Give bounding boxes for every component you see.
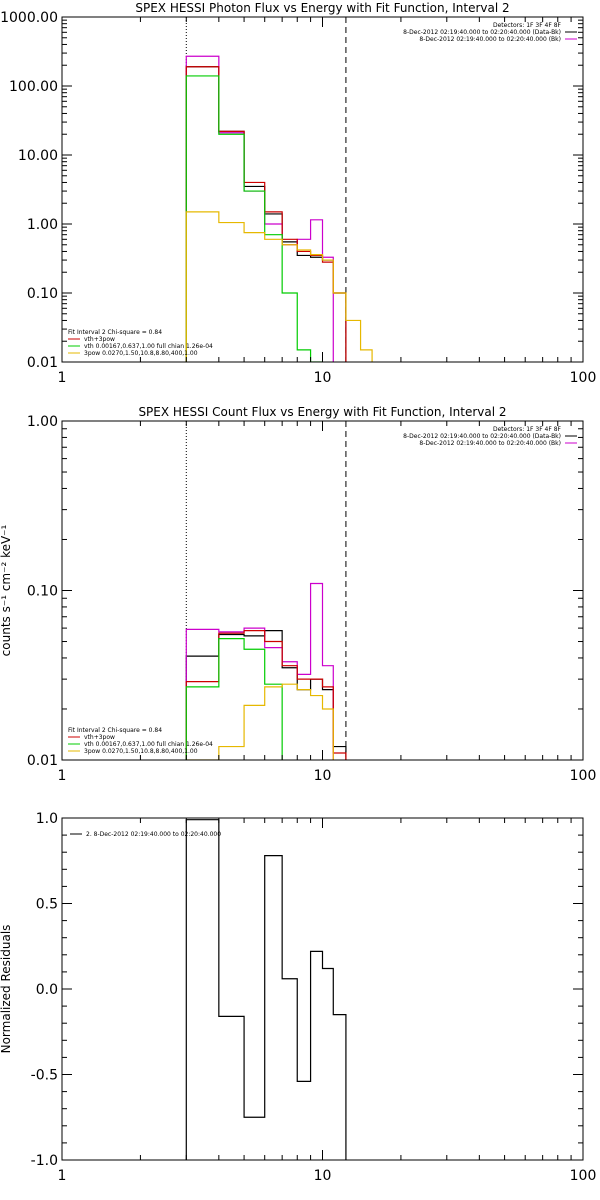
histogram-series-1 xyxy=(185,582,334,760)
y-tick-label: 0.10 xyxy=(27,584,58,600)
y-tick-label: 1.00 xyxy=(27,414,58,430)
x-tick-label: 10 xyxy=(314,370,332,386)
histogram-series-0 xyxy=(185,819,347,1160)
histogram-series-1 xyxy=(185,55,334,362)
legend-top-entry: 2. 8-Dec-2012 02:19:40.000 to 02:20:40.0… xyxy=(86,831,221,838)
legend-top-entry: 8-Dec-2012 02:19:40.000 to 02:20:40.000 … xyxy=(403,29,561,36)
x-tick-label: 10 xyxy=(314,1168,332,1184)
y-tick-label: 0.5 xyxy=(36,897,58,913)
x-tick-label: 1 xyxy=(58,768,67,784)
legend-top-entry: 8-Dec-2012 02:19:40.000 to 02:20:40.000 … xyxy=(419,440,561,447)
y-tick-label: 1000.00 xyxy=(0,10,58,26)
legend-bottom-entry: vth 0.00167,0.637,1.00 full chian 1.26e-… xyxy=(84,343,213,350)
legend-bottom-entry: 3pow 0.0270,1.50,10.8,8.80,400,1.00 xyxy=(84,350,198,357)
y-axis-label: Normalized Residuals xyxy=(0,925,13,1054)
x-tick-label: 10 xyxy=(314,768,332,784)
legend-bottom-entry: vth+3pow xyxy=(84,734,115,741)
y-tick-label: 1.0 xyxy=(36,811,58,827)
legend-bottom-entry: vth 0.00167,0.637,1.00 full chian 1.26e-… xyxy=(84,741,213,748)
y-tick-label: -1.0 xyxy=(31,1153,58,1169)
histogram-series-4 xyxy=(185,211,373,362)
legend-top-entry: Detectors: 1F 3F 4F 8F xyxy=(493,22,562,29)
y-tick-label: 0.01 xyxy=(27,355,58,371)
histogram-series-3 xyxy=(185,75,323,362)
x-tick-label: 100 xyxy=(570,370,597,386)
legend-top-entry: 8-Dec-2012 02:19:40.000 to 02:20:40.000 … xyxy=(403,433,561,440)
histogram-series-2 xyxy=(185,66,347,362)
y-tick-label: 100.00 xyxy=(9,79,58,95)
histogram-series-2 xyxy=(185,630,347,760)
plot-frame xyxy=(61,16,584,363)
y-tick-label: 0.01 xyxy=(27,753,58,769)
y-tick-label: -0.5 xyxy=(31,1068,58,1084)
legend-bottom-entry: Fit Interval 2 Chi-square = 0.84 xyxy=(68,329,162,336)
histogram-series-4 xyxy=(186,683,334,760)
y-tick-label: 0.0 xyxy=(36,982,58,998)
y-axis-label: counts s⁻¹ cm⁻² keV⁻¹ xyxy=(0,524,13,656)
histogram-series-0 xyxy=(185,66,347,362)
legend-bottom-entry: Fit Interval 2 Chi-square = 0.84 xyxy=(68,727,162,734)
legend-top-entry: Detectors: 1F 3F 4F 8F xyxy=(493,426,562,433)
histogram-series-3 xyxy=(185,638,283,760)
y-tick-label: 1.00 xyxy=(27,217,58,233)
x-tick-label: 1 xyxy=(58,1168,67,1184)
x-tick-label: 1 xyxy=(58,370,67,386)
chart-title: SPEX HESSI Count Flux vs Energy with Fit… xyxy=(138,405,506,419)
chart-title: SPEX HESSI Photon Flux vs Energy with Fi… xyxy=(135,1,509,15)
histogram-series-0 xyxy=(185,630,347,760)
legend-top-entry: 8-Dec-2012 02:19:40.000 to 02:20:40.000 … xyxy=(419,36,561,43)
x-tick-label: 100 xyxy=(570,1168,597,1184)
legend-bottom-entry: 3pow 0.0270,1.50,10.8,8.80,400,1.00 xyxy=(84,748,198,755)
x-tick-label: 100 xyxy=(570,768,597,784)
plot-frame xyxy=(61,817,584,1161)
y-tick-label: 0.10 xyxy=(27,286,58,302)
y-tick-label: 10.00 xyxy=(18,148,58,164)
legend-bottom-entry: vth+3pow xyxy=(84,336,115,343)
